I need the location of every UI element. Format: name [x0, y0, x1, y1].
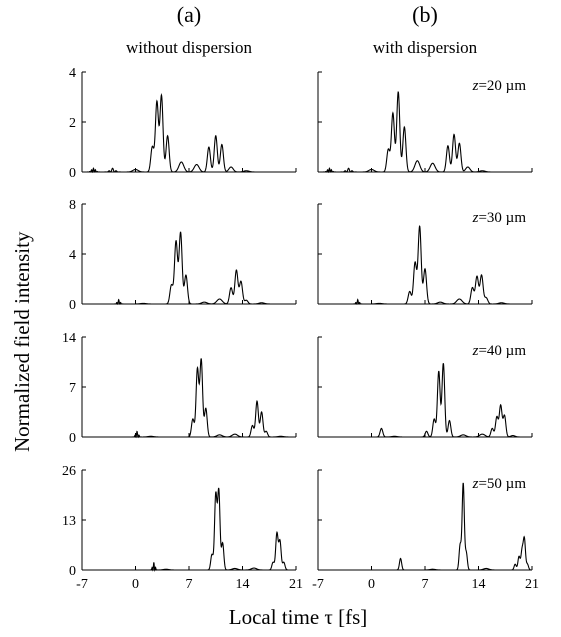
x-tick-label-a4: 0	[132, 577, 139, 592]
column-b-label: (b)	[412, 2, 438, 27]
column-a-label: (a)	[176, 2, 202, 27]
column-a-subtitle: without dispersion	[125, 38, 253, 57]
intensity-curve-a1	[82, 93, 296, 174]
y-axis-label: Normalized field intensity	[10, 231, 34, 452]
intensity-curve-a2	[82, 231, 296, 305]
y-tick-label-a2: 0	[69, 298, 76, 313]
y-tick-label-a4: 0	[69, 564, 76, 579]
y-tick-label-a1: 4	[69, 66, 76, 81]
x-tick-label-b4: 21	[525, 577, 539, 592]
y-tick-label-a1: 2	[69, 116, 76, 131]
y-tick-label-a3: 0	[69, 431, 76, 446]
intensity-curve-a3	[82, 358, 296, 439]
x-axis-label: Local time τ [fs]	[228, 605, 368, 629]
column-b-subtitle: with dispersion	[372, 38, 478, 57]
x-tick-label-b4: 0	[368, 577, 375, 592]
panel-annotation-b4: z=50 µm	[472, 476, 527, 492]
panel-annotation-b3: z=40 µm	[472, 343, 527, 359]
intensity-curve-b1	[318, 91, 532, 174]
x-tick-label-a4: 14	[236, 577, 250, 592]
x-tick-label-b4: -7	[312, 577, 324, 592]
panel-annotation-b2: z=30 µm	[472, 210, 527, 226]
x-tick-label-b4: 14	[472, 577, 486, 592]
y-tick-label-a3: 7	[69, 381, 76, 396]
x-tick-label-a4: 7	[186, 577, 193, 592]
intensity-curve-b2	[318, 225, 532, 305]
x-tick-label-b4: 7	[422, 577, 429, 592]
y-tick-label-a4: 13	[62, 514, 76, 529]
x-tick-label-a4: -7	[76, 577, 88, 592]
intensity-curve-b3	[318, 363, 532, 438]
y-tick-label-a4: 26	[62, 464, 76, 479]
x-tick-label-a4: 21	[289, 577, 303, 592]
y-tick-label-a3: 14	[62, 331, 76, 346]
y-tick-label-a2: 8	[69, 198, 76, 213]
y-tick-label-a2: 4	[69, 248, 76, 263]
intensity-curve-b4	[318, 482, 532, 571]
panel-annotation-b1: z=20 µm	[472, 78, 527, 94]
y-tick-label-a1: 0	[69, 166, 76, 181]
intensity-curve-a4	[82, 487, 296, 573]
